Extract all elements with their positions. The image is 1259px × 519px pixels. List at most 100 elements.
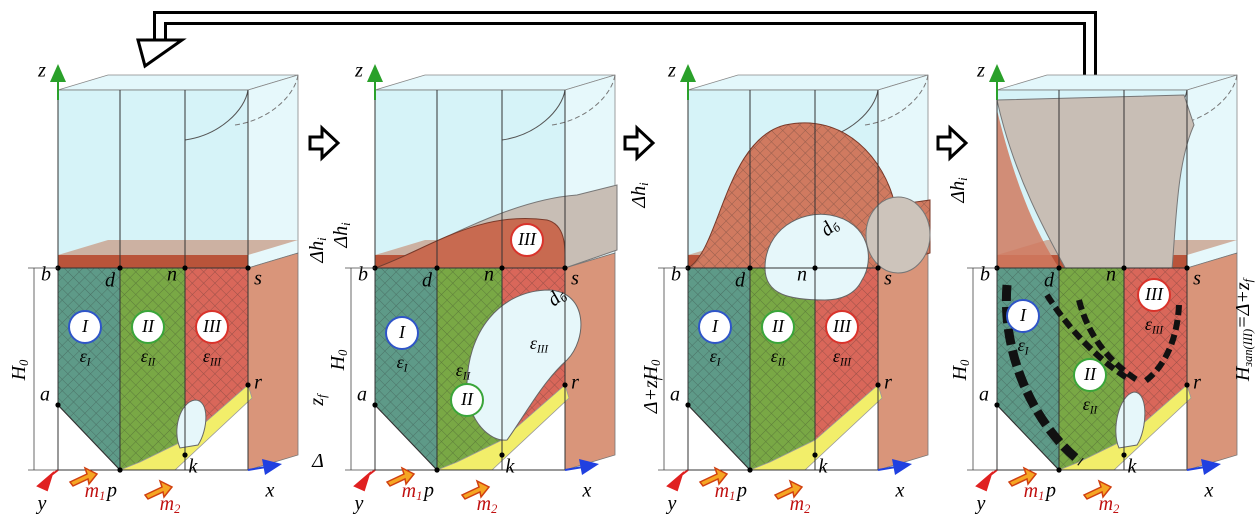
flow-label-sub: 2 <box>1113 502 1119 516</box>
zone-label: I <box>1019 305 1027 325</box>
flow-label: m2 <box>1099 493 1120 516</box>
dim-label-base: z <box>306 398 328 407</box>
flow-label-base: m <box>477 493 491 515</box>
point-label: b <box>671 264 681 286</box>
z-arrow <box>989 64 1005 82</box>
axis-label: x <box>265 480 275 502</box>
dim-label-sub: i <box>315 237 329 241</box>
point-label: a <box>40 384 50 406</box>
zone-label: I <box>711 316 719 336</box>
point-label: s <box>884 268 892 290</box>
point-dot <box>1056 467 1061 472</box>
point-dot <box>434 265 439 270</box>
dim-label: Δhi <box>628 182 651 209</box>
dim-label-base: Δ+z <box>640 380 662 414</box>
dim-label-sub: 0 <box>649 359 663 366</box>
dim-label-sub: 0 <box>17 359 31 366</box>
zone-hatch <box>688 268 750 470</box>
flow-label-base: m <box>1099 493 1113 515</box>
point-dot <box>372 402 377 407</box>
dim-label-base: H <box>327 354 349 371</box>
point-dot <box>747 265 752 270</box>
zone-label: III <box>517 229 537 249</box>
layer-front <box>58 255 248 268</box>
axis-label: z <box>667 60 676 82</box>
point-dot <box>117 265 122 270</box>
point-label: k <box>506 456 516 478</box>
zone-label: I <box>81 316 89 336</box>
point-label: d <box>422 270 433 292</box>
zone-label: III <box>832 316 852 336</box>
dim-label: zf <box>306 393 329 407</box>
step-arrow <box>938 128 966 158</box>
axis-label: y <box>353 493 364 515</box>
point-dot <box>562 382 567 387</box>
flow-label-sub: 2 <box>491 502 497 516</box>
point-label: a <box>670 384 680 406</box>
point-dot <box>182 265 187 270</box>
y-arrow <box>38 470 58 490</box>
point-label: s <box>571 268 579 290</box>
dim-label: H0 <box>640 359 663 381</box>
point-label: p <box>1044 480 1056 502</box>
flow-label-base: m <box>85 480 99 502</box>
point-dot <box>245 265 250 270</box>
axis-label: z <box>37 60 46 82</box>
flow-label-sub: 2 <box>804 502 810 516</box>
point-label: a <box>979 384 989 406</box>
step-arrow <box>310 128 338 158</box>
flow-label-sub: 2 <box>174 502 180 516</box>
point-dot <box>994 402 999 407</box>
water-side <box>1187 75 1237 268</box>
point-label: s <box>1193 268 1201 290</box>
dim-label-base: H <box>949 364 971 381</box>
dim-label: H0 <box>949 359 972 381</box>
flow-label: m2 <box>477 493 498 516</box>
zone-label: III <box>1144 284 1164 304</box>
dim-label: Δhi <box>330 222 353 249</box>
dim-label-base: Δh <box>947 181 969 204</box>
return-arrow <box>160 18 1090 88</box>
panel: zyxbdnsarpkIεIIIεIIIIIεIIIm1m2H0ΔhiHзап(… <box>947 60 1255 516</box>
point-dot <box>1184 265 1189 270</box>
point-label: k <box>189 456 199 478</box>
axis-label: z <box>976 60 985 82</box>
flow-label-base: m <box>790 493 804 515</box>
zone-label: II <box>141 316 155 336</box>
point-label: p <box>735 480 747 502</box>
water-side <box>248 75 298 268</box>
diagram: zyxbdnsarpkIεIIIεIIIIIεIIIm1m2H0ΔhizfΔzy… <box>0 0 1259 519</box>
point-label: n <box>484 264 494 286</box>
point-label: r <box>254 372 262 394</box>
point-dot <box>1056 265 1061 270</box>
zone-eps-sub: III <box>1151 324 1164 336</box>
point-label: k <box>819 456 829 478</box>
panel: zyxbdnsarpkIεIIIεIIIIIεIIIm1m2H0ΔhidбΔ+z… <box>327 60 663 516</box>
y-arrow <box>668 470 688 490</box>
point-label: d <box>1044 270 1055 292</box>
point-dot <box>245 382 250 387</box>
flow-label: m1 <box>715 480 736 503</box>
point-dot <box>117 467 122 472</box>
axis-label: y <box>36 493 47 515</box>
point-label: r <box>884 372 892 394</box>
flow-label: m2 <box>790 493 811 516</box>
axis-label: z <box>354 60 363 82</box>
flow-label-base: m <box>160 493 174 515</box>
flow-label: m2 <box>160 493 181 516</box>
z-arrow <box>367 64 383 82</box>
zone-eps-sub: II <box>777 356 787 368</box>
flow-label-base: m <box>715 480 729 502</box>
point-label: r <box>1193 372 1201 394</box>
flow-label-sub: 1 <box>99 489 105 503</box>
point-dot <box>812 265 817 270</box>
dim-label-sub: 0 <box>336 349 350 356</box>
dim-label-tail: =Δ+z <box>1232 282 1254 329</box>
point-label: b <box>41 264 51 286</box>
dim-label-sub: i <box>956 177 970 181</box>
axis-label: y <box>666 493 677 515</box>
axis-label: x <box>895 480 905 502</box>
step-arrow <box>625 128 653 158</box>
zone-eps-sub: II <box>1089 404 1099 416</box>
